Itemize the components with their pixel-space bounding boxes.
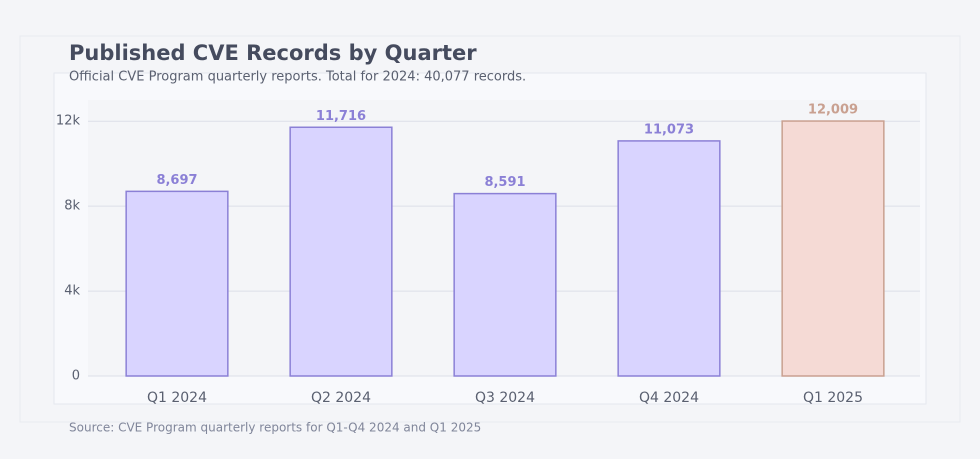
bar [617,140,721,377]
bar [781,120,885,377]
bar [289,126,393,377]
chart-subtitle: Official CVE Program quarterly reports. … [69,70,526,85]
bar [125,190,229,377]
x-tick-label: Q1 2025 [803,390,863,406]
y-tick-label: 8k [64,199,80,214]
bar [453,192,557,377]
chart-title: Published CVE Records by Quarter [69,41,477,65]
data-label: 11,716 [316,109,366,124]
data-label: 11,073 [644,122,694,137]
y-tick-label: 0 [72,369,80,384]
y-tick-label: 4k [64,284,80,299]
x-tick-label: Q2 2024 [311,390,371,406]
source-note: Source: CVE Program quarterly reports fo… [69,421,481,435]
data-label: 12,009 [808,103,858,118]
data-label: 8,697 [156,173,197,188]
y-tick-label: 12k [56,114,81,129]
x-tick-label: Q4 2024 [639,390,699,406]
x-tick-label: Q3 2024 [475,390,535,406]
data-label: 8,591 [484,175,525,190]
x-tick-label: Q1 2024 [147,390,207,406]
